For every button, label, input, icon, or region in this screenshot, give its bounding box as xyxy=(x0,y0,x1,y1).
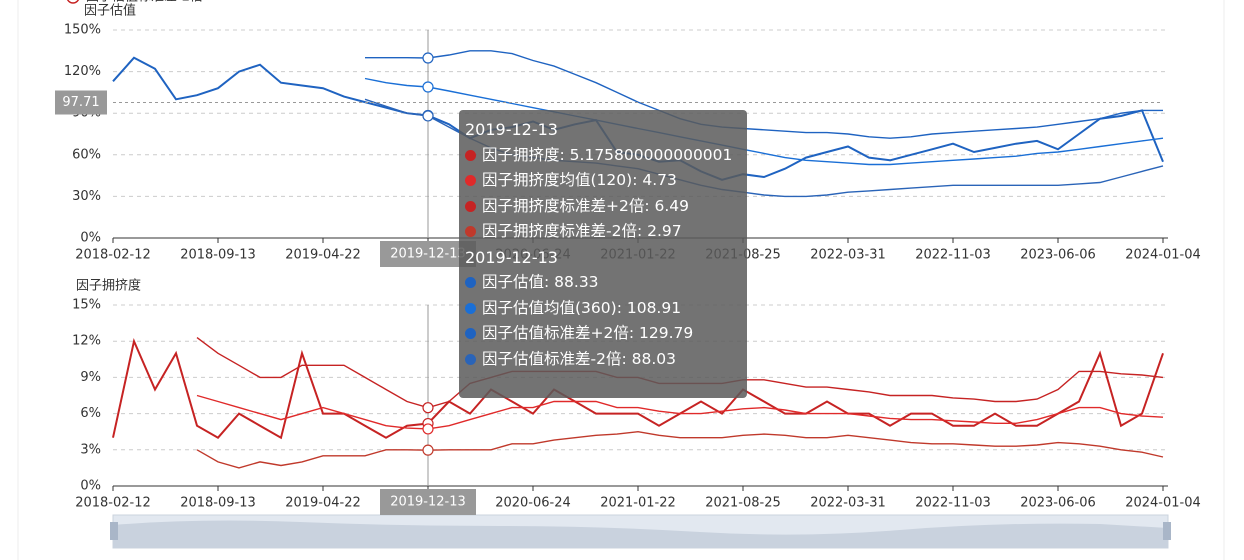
tooltip: 2019-12-13 因子拥挤度: 5.175800000000001 因子拥挤度均… xyxy=(459,110,747,398)
axis-pointer-label: 2019-12-13 xyxy=(390,495,466,510)
tooltip-row: 因子拥挤度标准差+2倍: 6.49 xyxy=(465,194,741,220)
x-tick-label: 2021-01-22 xyxy=(600,496,676,511)
tooltip-text: 因子估值标准差+2倍 xyxy=(482,324,629,342)
tooltip-text: 129.79 xyxy=(639,324,694,342)
series-line xyxy=(196,430,1164,469)
y-tick-label: 3% xyxy=(80,442,101,457)
y-tick-label: 12% xyxy=(72,334,101,349)
x-tick-label: 2022-03-31 xyxy=(810,496,886,511)
tooltip-text: 因子拥挤度标准差-2倍 xyxy=(482,222,637,240)
tooltip-row: 因子拥挤度: 5.175800000000001 xyxy=(465,143,741,169)
slider-handle[interactable] xyxy=(110,522,118,540)
pointer-dot xyxy=(422,402,434,414)
tooltip-dot xyxy=(465,328,476,339)
frame xyxy=(17,0,1225,560)
y-tick-label: 6% xyxy=(80,406,101,421)
x-tick-label: 2022-03-31 xyxy=(810,248,886,263)
y-tick-label: 0% xyxy=(80,231,101,246)
y-tick-label: 60% xyxy=(72,147,101,162)
tooltip-title: 2019-12-13 xyxy=(465,247,558,267)
x-tick-label: 2018-02-12 xyxy=(75,248,151,263)
tooltip-text: 6.49 xyxy=(654,196,690,215)
y-pointer-label: 97.71 xyxy=(62,95,99,110)
x-tick-label: 2020-06-24 xyxy=(495,496,571,511)
tooltip-text: 因子估值 xyxy=(482,273,545,291)
x-tick-label: 2018-09-13 xyxy=(180,248,256,263)
tooltip-text: 因子估值标准差-2倍 xyxy=(482,349,622,368)
tooltip-text: 因子估值均值(360) xyxy=(482,298,617,317)
tooltip-dot xyxy=(465,353,476,365)
x-tick-label: 2018-02-12 xyxy=(75,496,151,511)
x-tick-label: 2019-04-22 xyxy=(285,248,361,263)
legend-label: 因子估值标准差-2倍 xyxy=(86,0,203,5)
tooltip-row: 因子估值均值(360): 108.91 xyxy=(465,296,741,322)
chart-title: 因子拥挤度 xyxy=(76,278,141,294)
pointer-dot xyxy=(422,52,434,64)
slider-preview xyxy=(113,520,1168,548)
y-tick-label: 30% xyxy=(72,189,101,204)
slider-handle[interactable] xyxy=(1163,522,1171,540)
y-tick-label: 150% xyxy=(64,23,101,38)
tooltip-text: 2.97 xyxy=(647,222,682,240)
x-tick-label: 2021-08-25 xyxy=(705,496,781,511)
tooltip-row: 因子拥挤度标准差-2倍: 2.97 xyxy=(465,219,741,245)
y-tick-label: 120% xyxy=(64,64,101,79)
tooltip-text: 88.33 xyxy=(554,273,599,291)
tooltip-dot xyxy=(465,149,476,161)
tooltip-text: 4.73 xyxy=(642,171,677,189)
tooltip-title: 2019-12-13 xyxy=(465,120,558,139)
y-tick-label: 0% xyxy=(80,479,101,494)
legend-icon xyxy=(66,0,80,4)
x-tick-label: 2023-06-06 xyxy=(1020,496,1096,511)
tooltip-row: 因子拥挤度均值(120): 4.73 xyxy=(465,168,741,194)
x-tick-label: 2022-11-03 xyxy=(915,496,991,511)
tooltip-row: 因子估值标准差+2倍: 129.79 xyxy=(465,321,741,347)
y-pointer-label-bg xyxy=(55,90,107,115)
tooltip-dot xyxy=(465,226,476,237)
series-line xyxy=(364,77,1164,166)
x-tick-label: 2024-01-04 xyxy=(1125,248,1201,263)
x-tick-label: 2018-09-13 xyxy=(180,496,256,511)
axis-pointer-label: 2019-12-13 xyxy=(390,247,466,262)
pointer-dot xyxy=(422,423,434,435)
tooltip-text: 因子拥挤度标准差+2倍 xyxy=(482,196,645,215)
axis-pointer-label-bg xyxy=(380,489,476,515)
series-line xyxy=(365,50,1163,139)
tooltip-text: 88.03 xyxy=(631,349,676,368)
x-tick-label: 2024-01-04 xyxy=(1125,496,1201,511)
slider[interactable] xyxy=(110,514,1171,549)
chart-title: 因子估值 xyxy=(84,3,136,19)
x-tick-label: 2019-04-22 xyxy=(285,496,361,511)
pointer-dot xyxy=(422,81,434,93)
tooltip-dot xyxy=(465,302,476,314)
tooltip-text: 因子拥挤度 xyxy=(482,145,560,164)
tooltip-row: 因子估值: 88.33 xyxy=(465,270,741,296)
tooltip-dot xyxy=(465,277,476,288)
tooltip-dot xyxy=(465,200,476,212)
series-line xyxy=(112,337,1164,440)
pointer-dot xyxy=(422,444,434,456)
tooltip-dot xyxy=(465,175,476,186)
series-line xyxy=(196,394,1164,430)
tooltip-text: 108.91 xyxy=(626,298,682,317)
y-tick-label: 9% xyxy=(80,370,101,385)
tooltip-text: 5.175800000000001 xyxy=(569,145,733,164)
x-tick-label: 2022-11-03 xyxy=(915,248,991,263)
y-tick-label: 15% xyxy=(72,298,101,313)
tooltip-row: 因子估值标准差-2倍: 88.03 xyxy=(465,347,741,373)
pointer-dot xyxy=(422,110,434,122)
x-tick-label: 2023-06-06 xyxy=(1020,248,1096,263)
tooltip-text: 因子拥挤度均值(120) xyxy=(482,171,633,189)
